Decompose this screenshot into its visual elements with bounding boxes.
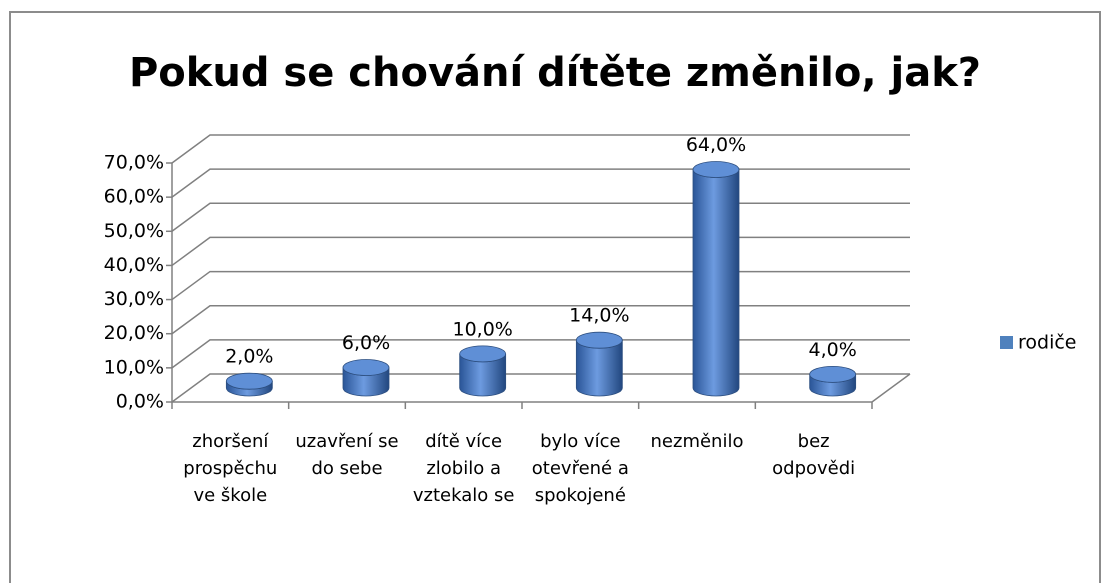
legend-swatch [1000,336,1013,349]
bar-top [575,331,623,349]
chart-title: Pokud se chování dítěte změnilo, jak? [129,50,981,96]
legend-label: rodiče [1018,332,1077,354]
y-tick-label: 30,0% [104,288,164,310]
bar-top [809,365,857,383]
x-tick-label: uzavření se do sebe [295,431,399,479]
bar-top [225,372,273,390]
frame-border [9,11,1101,583]
y-tick-label: 50,0% [104,220,164,242]
grid-line [171,236,910,267]
y-tick-label: 10,0% [104,356,164,378]
y-tick-label: 40,0% [104,254,164,276]
x-tick-label: dítě více zlobilo a vztekalo se [412,431,515,506]
grid-line [171,270,910,301]
grid-line [171,304,910,335]
value-label: 4,0% [809,339,857,361]
x-tick-label: zhoršení prospěchu ve škole [183,431,278,506]
grid-line [171,373,910,403]
value-label: 10,0% [452,318,512,340]
value-label: 2,0% [225,346,273,368]
value-label: 6,0% [342,332,390,354]
grid-line [171,339,910,369]
grid-line [171,134,910,164]
bar [692,169,740,397]
value-label: 64,0% [686,134,746,156]
y-tick-label: 60,0% [104,186,164,208]
y-tick-label: 0,0% [116,391,164,413]
grid-line [171,168,910,198]
y-tick-label: 20,0% [104,322,164,344]
x-tick-label: bylo více otevřené a spokojené [531,431,629,506]
x-tick-label: nezměnilo [650,431,744,452]
bar-top [692,161,740,178]
bar-top [342,359,390,376]
x-tick-label: bez odpovědi [772,431,856,479]
bar-top [459,345,507,363]
y-tick-label: 70,0% [104,152,164,174]
value-label: 14,0% [569,305,629,327]
grid-line [171,202,910,232]
